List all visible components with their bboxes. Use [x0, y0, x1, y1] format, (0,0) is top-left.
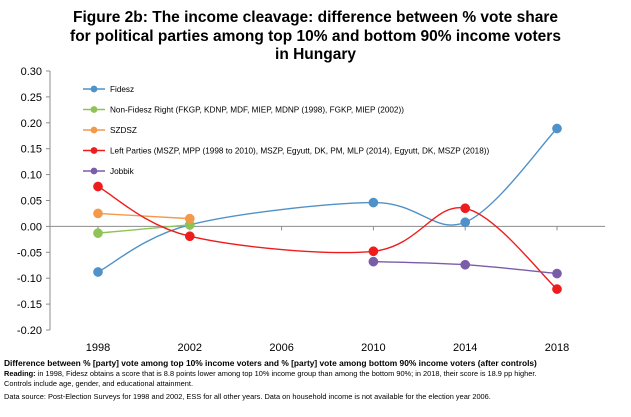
legend-label-szdsz: SZDSZ	[110, 126, 137, 135]
series-line-non-fidesz-right	[97, 224, 190, 234]
y-tick-label: -0.05	[17, 247, 42, 259]
legend-marker-jobbik	[90, 167, 98, 175]
series-non-fidesz-right	[93, 219, 195, 238]
legend-marker-fidesz	[90, 85, 98, 93]
data-point-szdsz	[93, 208, 103, 219]
legend-label-non-fidesz-right: Non-Fidesz Right (FKGP, KDNP, MDF, MIEP,…	[110, 106, 404, 115]
y-tick-label: -0.20	[17, 325, 42, 337]
data-point-left-parties	[552, 284, 562, 294]
footer-reading-label: Reading:	[4, 369, 36, 378]
y-tick-label: 0.10	[21, 170, 42, 182]
y-tick-label: 0.05	[21, 196, 42, 208]
y-tick-label: -0.10	[17, 273, 42, 285]
legend-label-left-parties: Left Parties (MSZP, MPP (1998 to 2010), …	[110, 147, 489, 156]
chart-title: Figure 2b: The income cleavage: differen…	[0, 9, 631, 65]
data-point-fidesz	[552, 123, 562, 134]
legend-entry-jobbik: Jobbik	[83, 167, 135, 176]
y-tick-label: -0.15	[17, 299, 42, 311]
x-tick-label: 2014	[453, 342, 477, 354]
data-point-left-parties	[93, 181, 103, 192]
y-tick-label: 0.20	[21, 118, 42, 130]
x-tick-label: 2006	[269, 342, 293, 354]
data-point-non-fidesz-right	[93, 228, 103, 238]
series-jobbik	[368, 256, 562, 279]
legend-entry-fidesz: Fidesz	[83, 85, 134, 94]
data-point-fidesz	[460, 217, 471, 228]
chart-axes: 0.30 0.25 0.20 0.15 0.10 0.05 0.00 -0.05 -0.10 -0…	[17, 66, 605, 354]
footer-reading-text: in 1998, Fidesz obtains a score that is …	[35, 369, 537, 378]
footer-controls: Controls include age, gender, and educat…	[4, 379, 194, 388]
data-point-jobbik	[460, 259, 471, 270]
y-tick-label: 0.30	[21, 66, 42, 78]
data-point-jobbik	[552, 268, 562, 279]
series-szdsz	[93, 208, 195, 224]
series-line-szdsz	[97, 212, 190, 220]
legend-label-jobbik: Jobbik	[110, 167, 135, 176]
legend-marker-non-fidesz-right	[90, 106, 98, 113]
y-tick-label: 0.25	[21, 92, 42, 104]
data-point-szdsz	[184, 213, 195, 224]
legend-entry-szdsz: SZDSZ	[83, 126, 137, 135]
chart-legend: Fidesz Non-Fidesz Right (FKGP, KDNP, MDF,…	[83, 85, 489, 176]
chart-title-line-1: Figure 2b: The income cleavage: differen…	[73, 9, 558, 26]
x-tick-label: 2018	[545, 342, 569, 354]
x-tick-label: 2002	[178, 342, 202, 354]
legend-entry-non-fidesz-right: Non-Fidesz Right (FKGP, KDNP, MDF, MIEP,…	[83, 106, 404, 115]
legend-marker-left-parties	[90, 147, 98, 154]
series-layer	[93, 123, 562, 294]
chart-title-line-3: in Hungary	[275, 46, 356, 63]
series-line-left-parties	[97, 185, 558, 290]
data-point-left-parties	[460, 203, 471, 214]
legend-entry-left-parties: Left Parties (MSZP, MPP (1998 to 2010), …	[83, 147, 489, 156]
series-left-parties	[93, 181, 562, 294]
y-tick-label: 0.00	[21, 221, 42, 233]
data-point-jobbik	[368, 256, 379, 267]
data-point-left-parties	[368, 246, 379, 257]
data-point-left-parties	[184, 231, 195, 242]
data-point-fidesz	[93, 267, 103, 277]
legend-marker-szdsz	[90, 126, 98, 134]
footer-source: Data source: Post-Election Surveys for 1…	[4, 392, 491, 401]
data-point-fidesz	[368, 197, 379, 208]
y-tick-label: 0.15	[21, 144, 42, 156]
footer-reading: Reading: in 1998, Fidesz obtains a score…	[4, 369, 629, 378]
x-tick-label: 2010	[361, 342, 385, 354]
x-tick-label: 1998	[86, 342, 110, 354]
chart-title-line-2: for political parties among top 10% and …	[70, 27, 561, 45]
footer-definition: Difference between % [party] vote among …	[4, 358, 537, 368]
legend-label-fidesz: Fidesz	[110, 85, 134, 94]
